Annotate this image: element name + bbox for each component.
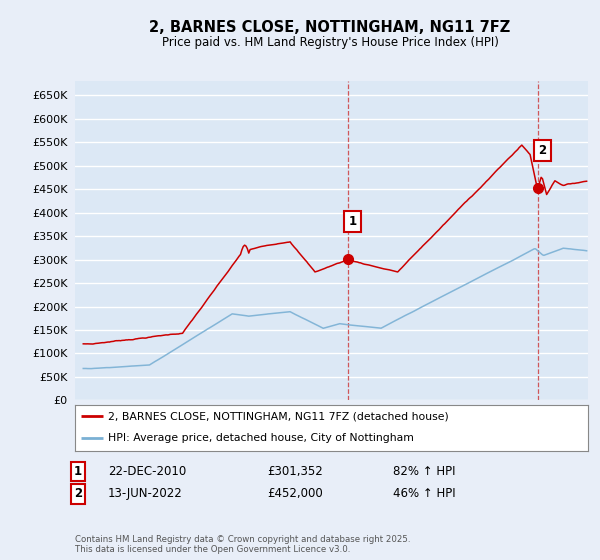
Text: £452,000: £452,000: [267, 487, 323, 501]
Text: 2: 2: [74, 487, 82, 501]
Text: 22-DEC-2010: 22-DEC-2010: [108, 465, 186, 478]
Text: HPI: Average price, detached house, City of Nottingham: HPI: Average price, detached house, City…: [109, 433, 414, 444]
Text: 46% ↑ HPI: 46% ↑ HPI: [393, 487, 455, 501]
Text: 1: 1: [349, 215, 356, 228]
Text: 2, BARNES CLOSE, NOTTINGHAM, NG11 7FZ (detached house): 2, BARNES CLOSE, NOTTINGHAM, NG11 7FZ (d…: [109, 412, 449, 421]
Text: 13-JUN-2022: 13-JUN-2022: [108, 487, 183, 501]
Text: 1: 1: [74, 465, 82, 478]
Text: Price paid vs. HM Land Registry's House Price Index (HPI): Price paid vs. HM Land Registry's House …: [161, 36, 499, 49]
Text: 82% ↑ HPI: 82% ↑ HPI: [393, 465, 455, 478]
Text: Contains HM Land Registry data © Crown copyright and database right 2025.
This d: Contains HM Land Registry data © Crown c…: [75, 535, 410, 554]
Text: 2: 2: [538, 144, 547, 157]
Text: £301,352: £301,352: [267, 465, 323, 478]
Text: 2, BARNES CLOSE, NOTTINGHAM, NG11 7FZ: 2, BARNES CLOSE, NOTTINGHAM, NG11 7FZ: [149, 20, 511, 35]
